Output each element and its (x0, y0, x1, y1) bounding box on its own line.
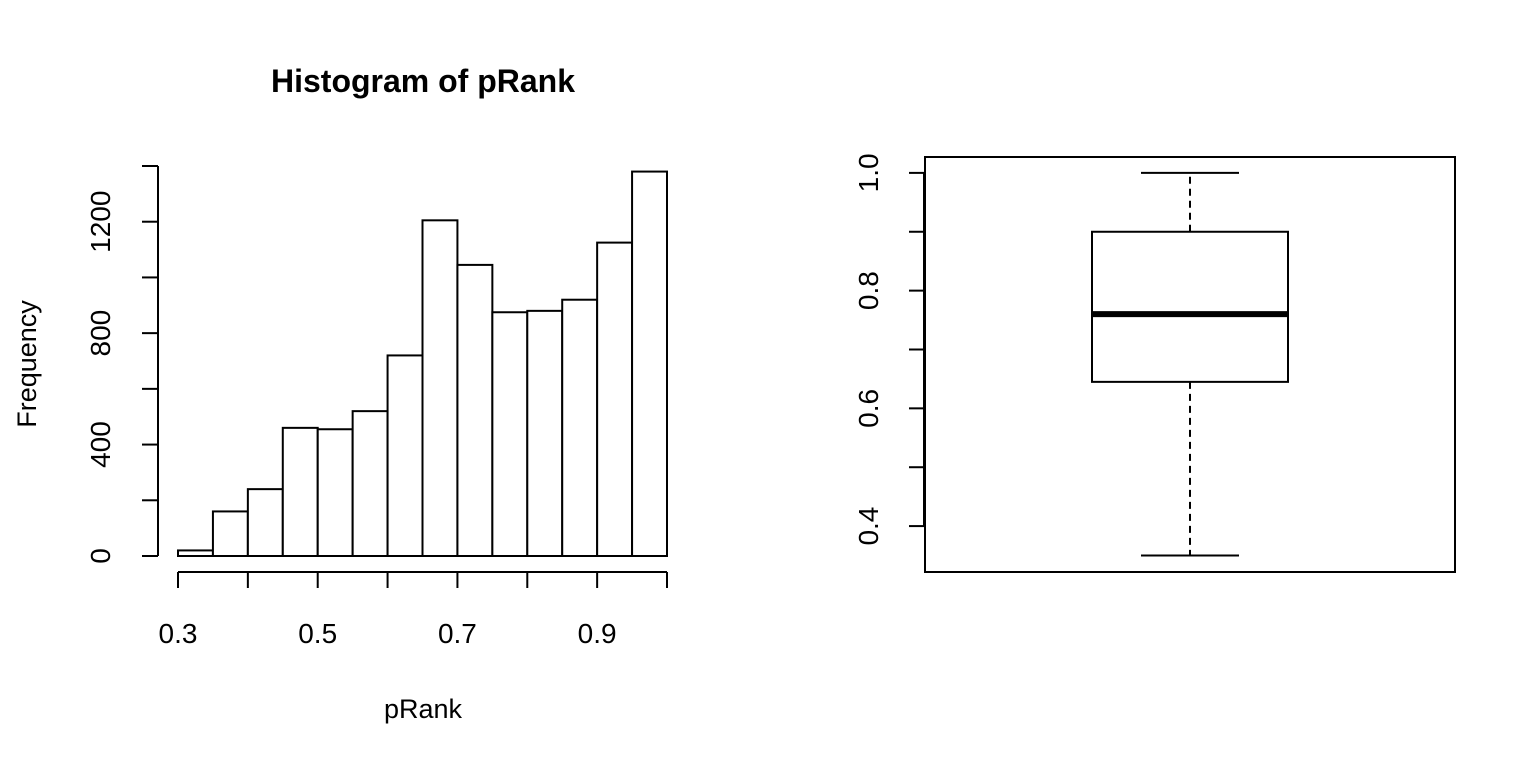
histogram-y-tick-label: 0 (85, 548, 116, 564)
boxplot-y-tick-label: 0.8 (853, 271, 884, 310)
boxplot (1091, 171, 1289, 557)
boxplot-y-axis: 0.4 0.6 0.8 1.0 (853, 153, 925, 546)
histogram-bar (526, 309, 564, 557)
histogram-y-axis: 0 400 800 1200 (85, 165, 159, 564)
histogram-bar (596, 241, 634, 557)
histogram-bar (246, 488, 284, 557)
histogram-x-tick-label: 0.3 (159, 618, 198, 649)
histogram-bar (631, 170, 668, 557)
boxplot-y-tick-label: 0.6 (853, 389, 884, 428)
histogram-bar (351, 410, 389, 557)
histogram-x-axis: 0.3 0.5 0.7 0.9 (159, 571, 668, 649)
boxplot-y-tick-label: 1.0 (853, 153, 884, 192)
boxplot-y-tick-label: 0.4 (853, 507, 884, 546)
histogram-bar (211, 510, 249, 557)
histogram-x-tick-label: 0.9 (578, 618, 617, 649)
boxplot-panel: 0.4 0.6 0.8 1.0 (853, 153, 1456, 573)
histogram-x-axis-label: pRank (384, 694, 463, 724)
histogram-bar (386, 354, 424, 557)
histogram-bar (456, 263, 494, 557)
histogram-bars (177, 170, 668, 558)
histogram-bar (491, 311, 529, 557)
histogram-y-tick-label: 400 (85, 421, 116, 468)
histogram-bar (421, 219, 459, 557)
histogram-y-tick-label: 1200 (85, 191, 116, 253)
histogram-bar (281, 426, 319, 557)
histogram-x-tick-label: 0.5 (298, 618, 337, 649)
histogram-panel: Histogram of pRank pRank Frequency 0.3 0.… (12, 63, 668, 724)
histogram-y-axis-label: Frequency (12, 300, 42, 428)
histogram-bar (561, 298, 599, 557)
histogram-title: Histogram of pRank (271, 63, 575, 99)
histogram-bar (177, 549, 214, 558)
boxplot-box (1091, 230, 1289, 383)
histogram-y-tick-label: 800 (85, 310, 116, 357)
histogram-bar (316, 428, 354, 557)
histogram-x-tick-label: 0.7 (438, 618, 477, 649)
